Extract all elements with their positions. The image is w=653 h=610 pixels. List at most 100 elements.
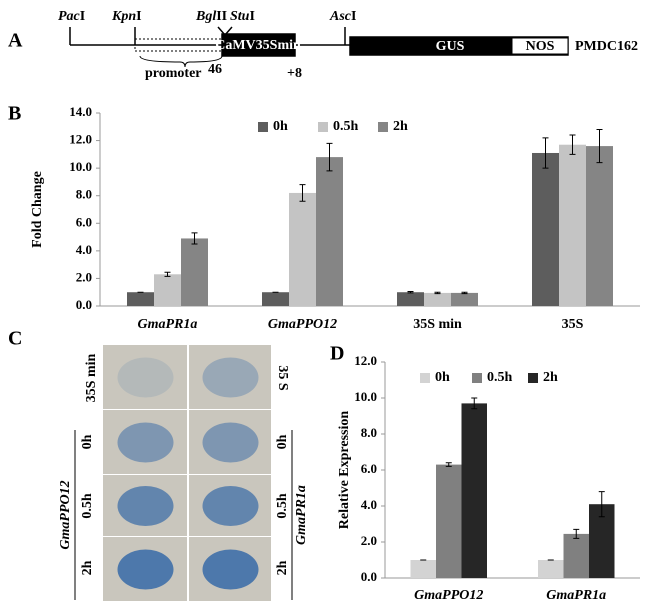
terminator-label: NOS [526,39,555,54]
site-italic: Kpn [111,9,136,24]
site-italic: Stu [230,9,250,24]
gene-label: GmaPR1a [294,485,309,545]
staining-images [103,345,271,601]
tissue-image [189,345,271,409]
error-bar [407,291,414,294]
legend-swatch [258,122,268,132]
y-axis-label: Fold Change [30,171,45,248]
site-italic: Pac [58,9,81,24]
restriction-site: BglII [195,9,227,24]
panel-label: A [8,30,23,52]
construct-diagram [69,26,569,68]
bar [436,464,462,578]
bar [559,144,586,306]
stain [202,422,259,463]
bar [532,152,559,306]
y-tick-label: 14.0 [69,104,92,119]
legend-swatch [528,373,538,383]
stain [117,422,174,463]
error-bar [542,137,549,169]
legend-swatch [420,373,430,383]
error-bar [573,528,580,539]
y-tick-label: 8.0 [361,425,377,440]
stain [117,549,174,590]
x-tick-label: 35S [562,317,584,332]
time-label: 2h [80,560,95,575]
y-tick-label: 12.0 [354,353,377,368]
y-tick-label: 8.0 [76,187,92,202]
site-roman: I [351,9,356,24]
restriction-site: AscI [329,9,356,24]
legend-label: 0.5h [487,370,513,385]
promoter-label: promoter [145,66,202,81]
legend-label: 0.5h [333,119,359,134]
tissue-label: 35 S [275,365,290,391]
error-bar [326,142,333,172]
time-label: 0.5h [80,493,95,519]
site-roman: I [136,9,141,24]
bar [424,292,451,306]
end-label: +8 [287,66,302,81]
x-tick-label: GmaPPO12 [414,588,483,603]
reporter-label: GUS [436,39,465,54]
bar [538,560,564,578]
gene-label: GmaPPO12 [58,480,73,549]
x-tick-label: GmaPPO12 [268,317,337,332]
panel-label: C [8,328,22,350]
site-roman: I [249,9,254,24]
x-tick-label: 35S min [413,317,462,332]
bar [181,238,208,306]
error-bar [461,291,468,295]
restriction-site: PacI [58,9,85,24]
error-bar [299,184,306,202]
bar [586,146,613,306]
bar [410,560,436,578]
y-tick-label: 4.0 [361,497,377,512]
legend-label: 2h [543,370,558,385]
site-italic: Asc [329,9,352,24]
x-tick-label: GmaPR1a [546,588,606,603]
legend-label: 0h [273,119,288,134]
bar [127,292,154,306]
bar [316,157,343,306]
y-axis-label: Relative Expression [337,411,352,530]
bar [563,533,589,578]
bar [451,292,478,306]
error-bar [471,397,478,410]
start-label: 46 [208,62,222,77]
site-roman: II [216,9,227,24]
tissue-label: 35S min [84,353,99,402]
y-tick-label: 6.0 [361,461,377,476]
tissue-image [103,345,187,409]
bar [154,274,181,306]
time-label: 2h [275,560,290,575]
bar [289,192,316,306]
y-tick-label: 10.0 [69,159,92,174]
site-roman: I [80,9,85,24]
legend-label: 0h [435,370,450,385]
vector-label: PMDC162 [575,39,638,54]
legend-label: 2h [393,119,408,134]
stain [202,549,259,590]
y-tick-label: 12.0 [69,132,92,147]
site-italic: Bgl [195,9,216,24]
error-bar [191,232,198,245]
panel-label: B [8,103,21,125]
y-tick-label: 2.0 [76,269,92,284]
time-label: 0h [275,434,290,449]
error-bar [434,291,441,295]
restriction-site: KpnI [111,9,142,24]
error-bar [598,491,605,518]
error-bar [445,462,452,467]
legend-swatch [378,122,388,132]
bar [461,403,487,578]
y-tick-label: 2.0 [361,533,377,548]
y-tick-label: 4.0 [76,242,92,257]
time-label: 0h [80,434,95,449]
stain [202,486,259,526]
minimal-label: CaMV35Smin [215,38,301,53]
bar [262,292,289,306]
time-label: 0.5h [275,493,290,519]
y-tick-label: 10.0 [354,389,377,404]
